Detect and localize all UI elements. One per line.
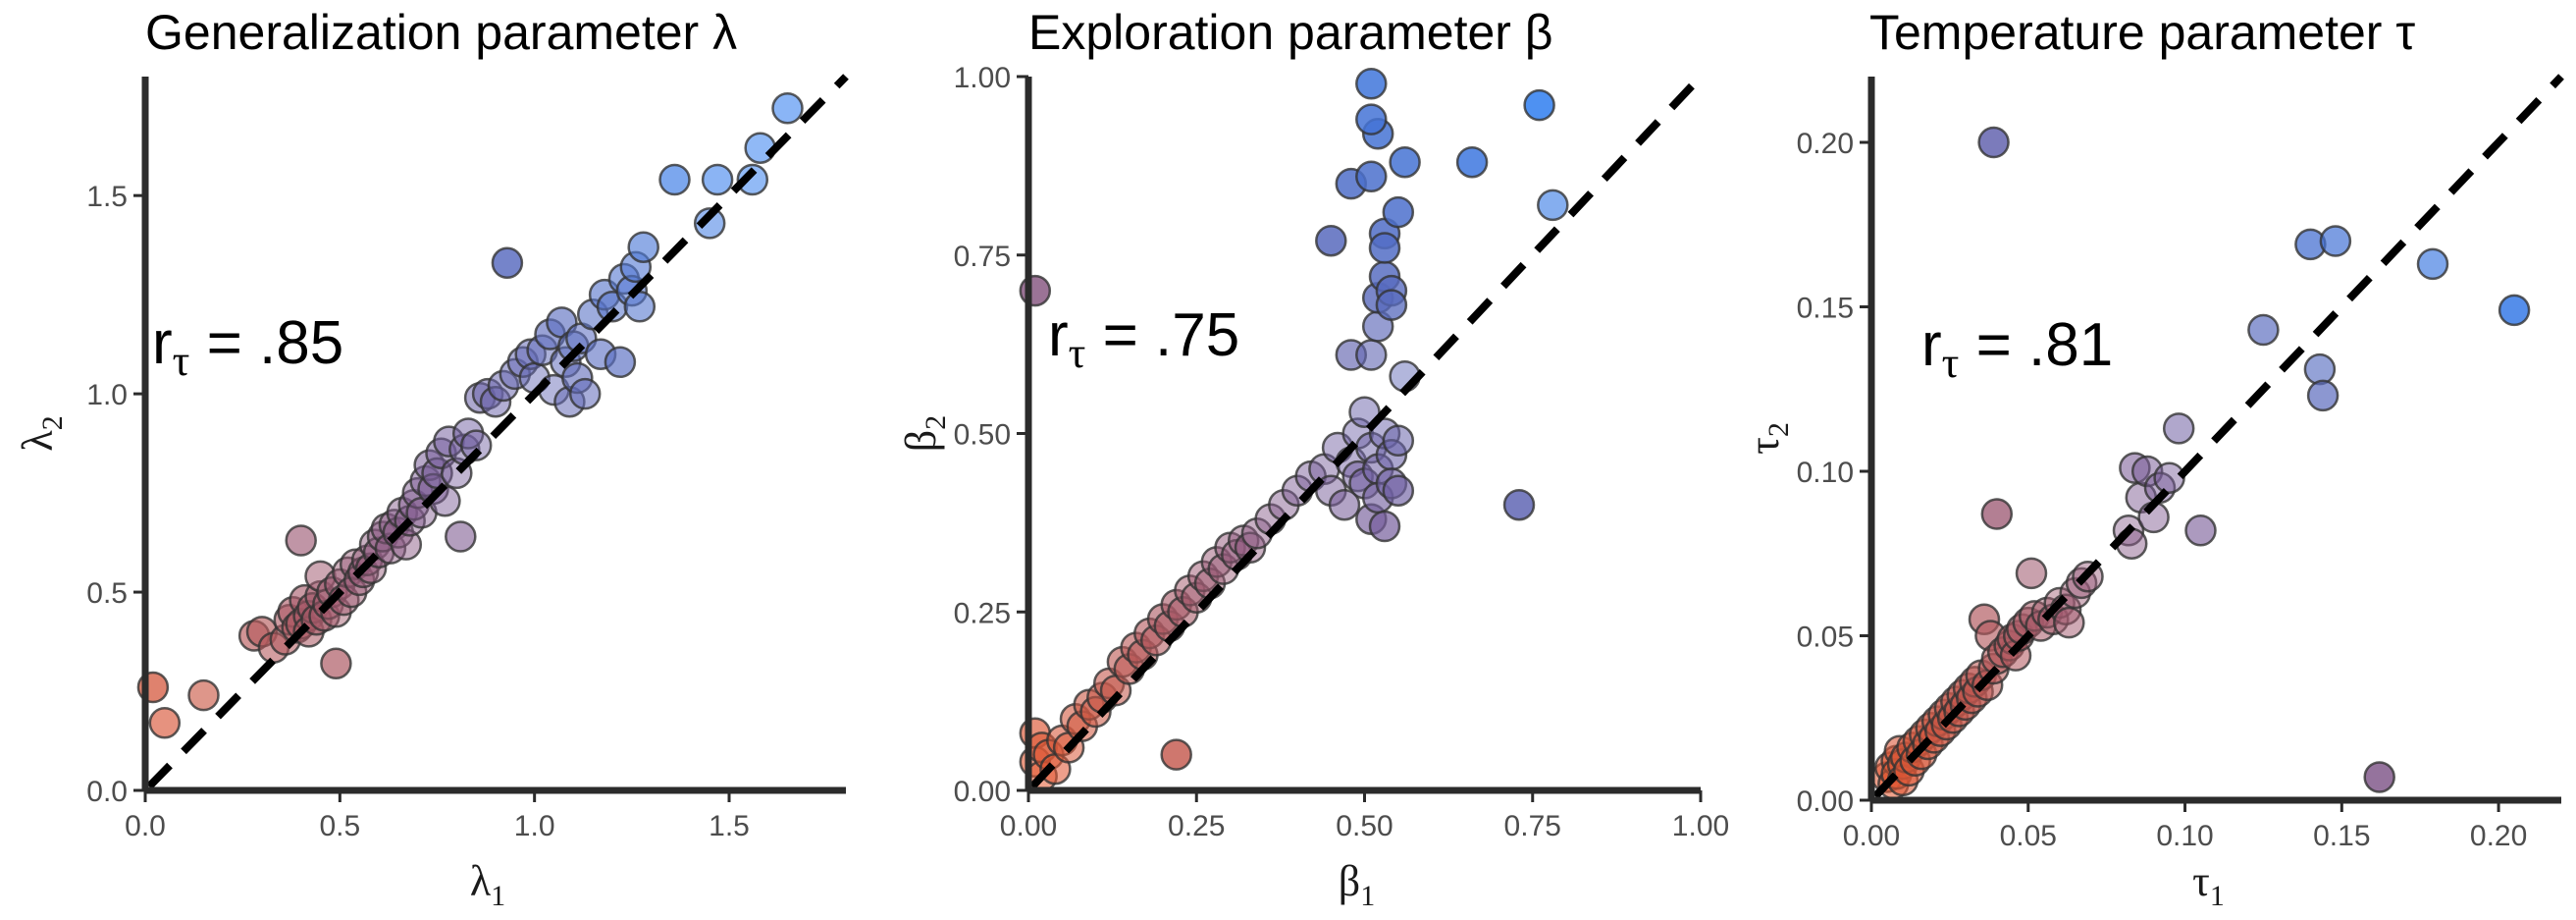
data-point [354, 552, 388, 585]
data-point [320, 647, 352, 680]
correlation-annotation: rτ = .75 [1048, 301, 1239, 377]
x-tick-label: 0.50 [1336, 810, 1393, 842]
data-point [1355, 339, 1388, 371]
y-tick-label: 0.25 [954, 597, 1011, 629]
x-tick-label: 0.05 [2000, 820, 2057, 852]
identity-reference-line [146, 74, 849, 789]
x-axis-label: τ1 [2192, 857, 2225, 912]
x-tick-label: 0.20 [2470, 820, 2527, 852]
data-point [568, 377, 602, 410]
y-axis-label: τ2 [1740, 422, 1795, 455]
data-point [2184, 514, 2217, 547]
x-tick-label: 1.5 [709, 810, 750, 842]
y-tick-label: 0.20 [1797, 128, 1854, 160]
data-point [2363, 761, 2395, 793]
data-point [1355, 103, 1388, 135]
identity-reference-line [1029, 74, 1704, 789]
data-point [2053, 606, 2085, 639]
data-point [2306, 379, 2339, 412]
y-axis-label: β2 [897, 415, 952, 452]
data-point [2319, 225, 2352, 257]
data-point [445, 520, 477, 553]
x-tick-label: 0.00 [1843, 820, 1900, 852]
data-point [604, 346, 637, 379]
data-point [693, 207, 726, 240]
data-point [1537, 189, 1569, 222]
data-point [1977, 126, 2010, 159]
y-tick-label: 0.00 [954, 776, 1011, 808]
panel-title: Exploration parameter β [1028, 5, 1553, 60]
data-point [1355, 160, 1388, 193]
data-point [1502, 488, 1536, 521]
data-point [1368, 232, 1401, 264]
data-point [658, 163, 691, 196]
data-point [2497, 294, 2531, 327]
y-tick-label: 0.5 [86, 577, 128, 610]
x-tick-label: 0.15 [2313, 820, 2370, 852]
y-tick-label: 0.00 [1797, 785, 1854, 818]
y-tick-label: 1.00 [954, 62, 1011, 94]
x-tick-label: 0.75 [1504, 810, 1561, 842]
data-point [1368, 510, 1401, 543]
y-tick-label: 0.15 [1797, 293, 1854, 325]
data-point [1328, 488, 1361, 521]
y-tick-label: 0.50 [954, 419, 1011, 452]
panel-exploration: 0.00 0.25 0.50 0.75 1.00 0.00 0.25 0.50 0.75 1.00… [897, 5, 1729, 912]
x-axis-label: λ1 [470, 857, 505, 912]
panel-generalization: 0.0 0.5 1.0 1.5 0.0 0.5 1.0 1.5 Generalization p… [14, 5, 849, 912]
y-tick-label: 1.0 [86, 379, 128, 411]
y-tick-label: 0.10 [1797, 457, 1854, 489]
identity-reference-line [1872, 74, 2564, 799]
panel-temperature: 0.00 0.05 0.10 0.15 0.20 0.00 0.05 0.10 0.15 0.20… [1740, 5, 2564, 912]
x-tick-label: 1.0 [514, 810, 555, 842]
data-point [1455, 145, 1489, 179]
data-point [2247, 313, 2280, 347]
data-point [736, 163, 769, 196]
data-point [1160, 738, 1192, 771]
x-tick-label: 0.00 [1000, 810, 1057, 842]
y-tick-label: 1.5 [86, 181, 128, 213]
data-point [1523, 88, 1555, 122]
correlation-annotation: rτ = .85 [152, 309, 343, 385]
data-point [623, 291, 657, 323]
correlation-annotation: rτ = .81 [1921, 311, 2113, 387]
data-point [187, 678, 220, 712]
data-point [1019, 274, 1052, 307]
data-point [1382, 195, 1415, 229]
data-point [459, 429, 493, 461]
data-point [1348, 396, 1381, 428]
y-axis-label: λ2 [14, 415, 69, 451]
data-point [2153, 461, 2185, 494]
data-point [1382, 424, 1415, 458]
y-tick-label: 0.0 [86, 776, 128, 808]
x-tick-label: 0.25 [1168, 810, 1225, 842]
x-tick-label: 0.10 [2156, 820, 2213, 852]
data-point [1375, 289, 1408, 321]
data-point [1980, 498, 2014, 530]
data-point [771, 92, 804, 125]
data-point [627, 231, 659, 263]
data-point [2416, 247, 2449, 281]
panel-title: Generalization parameter λ [145, 5, 737, 60]
data-point [1382, 474, 1415, 507]
data-point [2015, 557, 2048, 590]
data-point [1355, 68, 1388, 100]
x-tick-label: 0.5 [319, 810, 360, 842]
panel-title: Temperature parameter τ [1869, 5, 2415, 60]
data-point [1389, 145, 1421, 179]
x-tick-label: 0.0 [125, 810, 166, 842]
x-tick-label: 1.00 [1672, 810, 1729, 842]
x-axis-label: β1 [1339, 857, 1375, 912]
data-point [2162, 412, 2195, 445]
y-tick-label: 0.75 [954, 241, 1011, 273]
data-point [285, 524, 317, 557]
y-tick-label: 0.05 [1797, 622, 1854, 654]
data-point [701, 163, 734, 196]
data-point [491, 246, 524, 280]
data-point [2303, 352, 2337, 386]
data-point [148, 707, 182, 739]
data-point [1315, 224, 1347, 257]
